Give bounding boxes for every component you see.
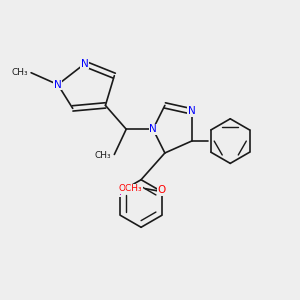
Text: N: N [54,80,62,90]
Text: F: F [119,187,125,196]
Text: CH₃: CH₃ [11,68,28,77]
Text: N: N [188,106,196,116]
Text: N: N [81,59,88,69]
Text: O: O [158,185,166,195]
Text: OCH₃: OCH₃ [119,184,142,193]
Text: N: N [149,124,157,134]
Text: CH₃: CH₃ [95,152,111,160]
